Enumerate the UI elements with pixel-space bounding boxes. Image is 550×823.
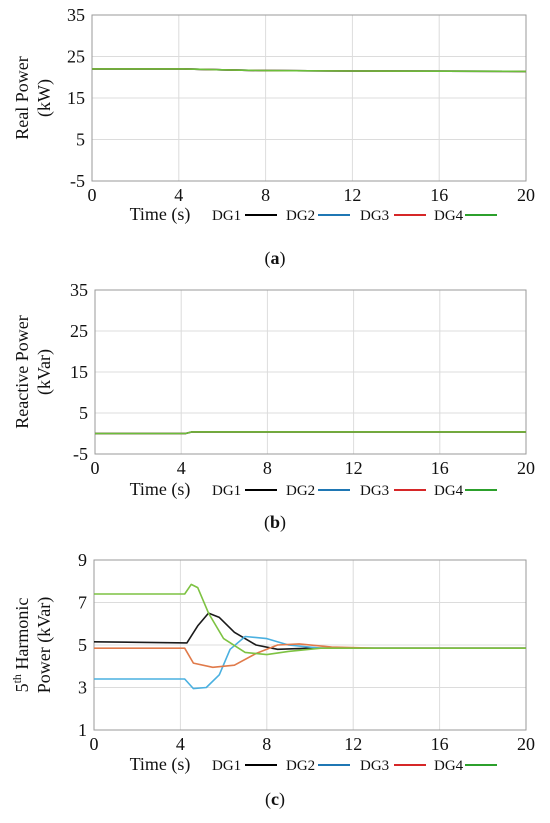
y-axis-label-line: (kW) [34,79,55,117]
x-axis-label: Time (s) [130,204,191,225]
y-tick-label: 35 [67,5,85,25]
caption-paren: ) [279,789,285,810]
y-axis-label: Real Power (kW) [12,56,55,139]
x-tick-label: 20 [517,734,535,754]
series-line-dg4 [92,68,527,73]
legend-label-dg2: DG2 [286,208,315,224]
caption-letter: c [271,789,279,809]
y-tick-label: 3 [78,678,87,698]
legend-label-dg2: DG2 [286,758,315,774]
series-line-dg4 [95,431,526,435]
x-tick-label: 4 [176,734,185,754]
legend-label-dg4: DG4 [434,208,464,224]
y-axis-label-text: Harmonic [12,598,32,674]
y-tick-label: 25 [67,47,85,67]
x-tick-label: 12 [345,458,363,478]
caption-letter: a [271,248,280,268]
chart-panel-a: -5 5 15 25 35 0 4 8 12 16 20 Real Power (kW) Time (s)… [12,5,535,269]
y-axis-label-text: 5 [12,683,32,692]
y-tick-label: 35 [70,280,88,300]
y-tick-label: 1 [78,720,87,740]
y-axis-label: 5th Harmonic Power (kVar) [10,597,55,693]
y-tick-label: 5 [78,635,87,655]
caption-letter: b [270,512,280,532]
y-tick-label: -5 [70,171,85,191]
x-tick-label: 12 [343,185,361,205]
caption-paren: ( [264,512,270,533]
y-tick-label: 5 [76,130,85,150]
y-axis-label-line: Power (kVar) [34,597,55,693]
x-tick-label: 0 [91,458,100,478]
y-axis-label-line: (kVar) [34,349,55,395]
x-tick-label: 16 [430,185,448,205]
y-tick-label: 7 [78,593,87,613]
y-tick-label: 5 [79,403,88,423]
panel-caption: (b) [264,512,286,533]
legend-label-dg1: DG1 [212,758,241,774]
caption-paren: ( [265,248,271,269]
y-axis-label-line: 5th Harmonic [10,598,32,693]
panel-caption: (a) [265,248,286,269]
x-axis-label: Time (s) [130,754,191,775]
chart-panel-b: -5 5 15 25 35 0 4 8 12 16 20 Reactive Power (kVar) Ti… [12,280,535,533]
x-tick-label: 16 [431,734,449,754]
legend-label-dg1: DG1 [212,483,241,499]
y-tick-label: 9 [78,550,87,570]
panel-caption: (c) [265,789,285,810]
y-tick-label: 15 [70,362,88,382]
x-tick-label: 4 [174,185,183,205]
x-tick-label: 8 [261,185,270,205]
plot-frame [93,559,527,731]
plot-frame [94,289,527,455]
y-tick-label: 15 [67,88,85,108]
legend-label-dg2: DG2 [286,483,315,499]
x-tick-label: 16 [431,458,449,478]
x-axis-label: Time (s) [130,479,191,500]
y-tick-label: 25 [70,321,88,341]
series-line-dg4 [94,583,526,656]
caption-paren: ( [265,789,271,810]
legend-label-dg3: DG3 [360,208,389,224]
y-axis-label-line: Real Power [12,56,32,139]
x-tick-label: 20 [517,458,535,478]
x-tick-label: 0 [90,734,99,754]
y-axis-label-superscript: th [10,674,24,683]
plot-frame [91,14,527,182]
x-tick-label: 20 [517,185,535,205]
x-tick-label: 0 [88,185,97,205]
legend-label-dg3: DG3 [360,758,389,774]
legend-label-dg3: DG3 [360,483,389,499]
caption-paren: ) [280,248,286,269]
legend-label-dg1: DG1 [212,208,241,224]
series-line-dg1 [93,612,526,651]
caption-paren: ) [280,512,286,533]
x-tick-label: 8 [262,734,271,754]
y-axis-label-line: Reactive Power [12,315,32,428]
x-tick-label: 12 [344,734,362,754]
y-tick-label: -5 [73,444,88,464]
x-tick-label: 8 [263,458,272,478]
legend-label-dg4: DG4 [434,758,464,774]
legend-label-dg4: DG4 [434,483,464,499]
y-axis-label: Reactive Power (kVar) [12,315,55,428]
x-tick-label: 4 [177,458,186,478]
